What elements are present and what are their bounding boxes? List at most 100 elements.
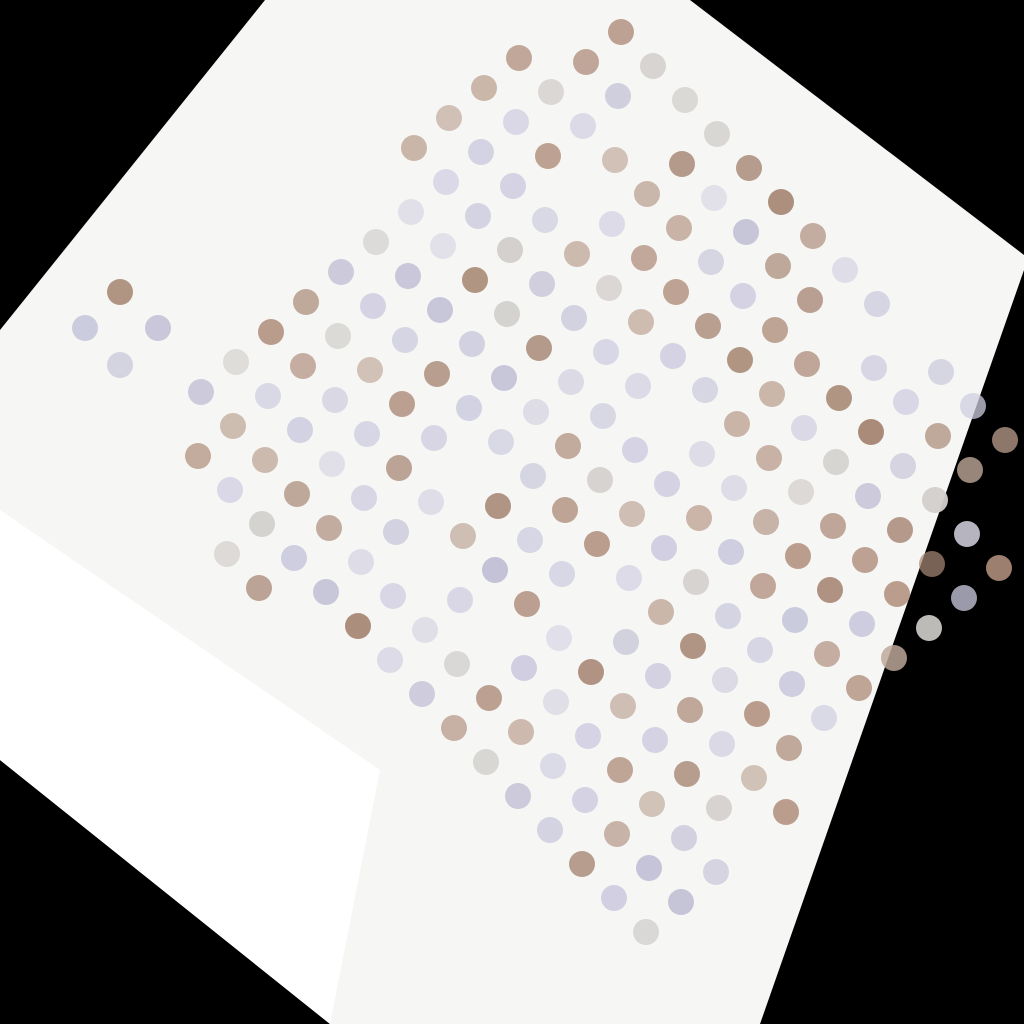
tissue-core <box>526 335 552 361</box>
tissue-core <box>590 403 616 429</box>
tissue-core <box>668 889 694 915</box>
tissue-core <box>561 305 587 331</box>
tissue-core <box>849 611 875 637</box>
tissue-core <box>858 419 884 445</box>
tissue-core <box>890 453 916 479</box>
tissue-core <box>360 293 386 319</box>
tissue-core <box>628 309 654 335</box>
tissue-core <box>642 727 668 753</box>
tissue-core <box>538 79 564 105</box>
tissue-core <box>721 475 747 501</box>
tissue-core <box>377 647 403 673</box>
tissue-core <box>249 511 275 537</box>
tissue-core <box>785 543 811 569</box>
tissue-core <box>444 651 470 677</box>
tissue-core <box>494 301 520 327</box>
tissue-core <box>817 577 843 603</box>
tissue-core <box>791 415 817 441</box>
tissue-core <box>957 457 983 483</box>
tissue-core <box>552 497 578 523</box>
tissue-core <box>459 331 485 357</box>
tissue-core <box>782 607 808 633</box>
tissue-core <box>476 685 502 711</box>
tissue-core <box>436 105 462 131</box>
tissue-core <box>884 581 910 607</box>
tissue-core <box>671 825 697 851</box>
tissue-core <box>520 463 546 489</box>
tissue-core <box>712 667 738 693</box>
tissue-core <box>846 675 872 701</box>
tissue-core <box>704 121 730 147</box>
tissue-core <box>500 173 526 199</box>
tissue-core <box>575 723 601 749</box>
tissue-core <box>380 583 406 609</box>
tissue-core <box>823 449 849 475</box>
tissue-core <box>145 315 171 341</box>
tissue-core <box>613 629 639 655</box>
tissue-core <box>287 417 313 443</box>
tissue-core <box>188 379 214 405</box>
tissue-core <box>587 467 613 493</box>
tissue-core <box>788 479 814 505</box>
tissue-core <box>861 355 887 381</box>
tissue-core <box>471 75 497 101</box>
tissue-core <box>616 565 642 591</box>
tissue-core <box>762 317 788 343</box>
tissue-core <box>663 279 689 305</box>
tissue-core <box>569 851 595 877</box>
tissue-core <box>832 257 858 283</box>
tissue-core <box>596 275 622 301</box>
tissue-core <box>572 787 598 813</box>
tissue-core <box>450 523 476 549</box>
tissue-core <box>698 249 724 275</box>
tissue-core <box>744 701 770 727</box>
tissue-core <box>636 855 662 881</box>
tissue-core <box>794 351 820 377</box>
tissue-core <box>529 271 555 297</box>
tissue-core <box>383 519 409 545</box>
tissue-core <box>447 587 473 613</box>
tissue-core <box>820 513 846 539</box>
tissue-core <box>633 919 659 945</box>
tissue-core <box>398 199 424 225</box>
tissue-core <box>919 551 945 577</box>
tissue-core <box>573 49 599 75</box>
tissue-core <box>72 315 98 341</box>
tissue-core <box>814 641 840 667</box>
tissue-core <box>701 185 727 211</box>
tissue-core <box>290 353 316 379</box>
tissue-core <box>715 603 741 629</box>
tissue-core <box>736 155 762 181</box>
tissue-core <box>549 561 575 587</box>
tissue-core <box>412 617 438 643</box>
tissue-core <box>709 731 735 757</box>
tissue-core <box>683 569 709 595</box>
tissue-core <box>532 207 558 233</box>
tissue-core <box>622 437 648 463</box>
tissue-core <box>922 487 948 513</box>
tissue-core <box>992 427 1018 453</box>
tissue-core <box>505 783 531 809</box>
tissue-core <box>887 517 913 543</box>
tissue-core <box>750 573 776 599</box>
tissue-core <box>546 625 572 651</box>
tissue-core <box>508 719 534 745</box>
tissue-core <box>430 233 456 259</box>
tissue-core <box>485 493 511 519</box>
tissue-core <box>881 645 907 671</box>
tissue-core <box>322 387 348 413</box>
tissue-core <box>727 347 753 373</box>
tissue-core <box>543 689 569 715</box>
tissue-core <box>640 53 666 79</box>
tissue-core <box>514 591 540 617</box>
tissue-core <box>601 885 627 911</box>
tissue-core <box>491 365 517 391</box>
tissue-core <box>535 143 561 169</box>
tissue-core <box>392 327 418 353</box>
tissue-core <box>759 381 785 407</box>
tissue-core <box>506 45 532 71</box>
tissue-core <box>741 765 767 791</box>
tissue-core <box>401 135 427 161</box>
tissue-core <box>424 361 450 387</box>
